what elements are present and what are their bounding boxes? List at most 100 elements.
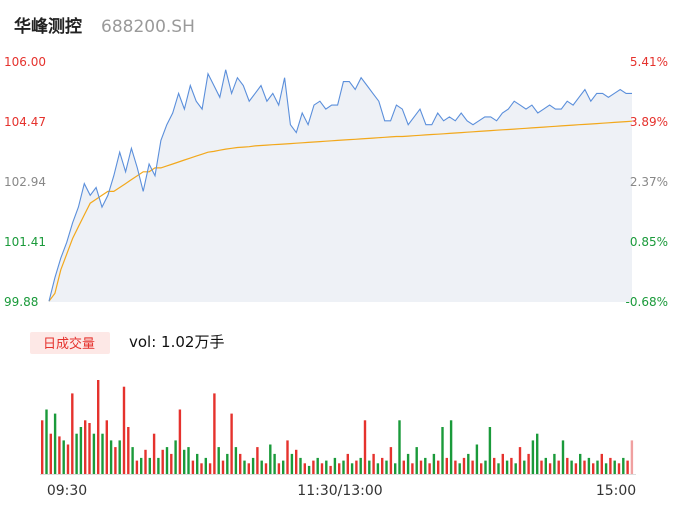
volume-bar — [122, 386, 126, 474]
volume-bar — [432, 453, 436, 474]
volume-bar — [178, 409, 182, 474]
volume-bar — [531, 440, 535, 474]
average-price-line — [48, 120, 633, 302]
volume-bar — [101, 433, 104, 474]
volume-bar — [381, 457, 384, 474]
volume-bar — [493, 457, 496, 474]
volume-bar — [561, 440, 565, 474]
volume-bar — [402, 460, 405, 474]
volume-bar — [415, 447, 418, 474]
volume-bar — [510, 457, 513, 474]
volume-badge — [30, 332, 110, 354]
volume-bar — [269, 444, 272, 474]
volume-value: vol: 1.02万手 — [129, 333, 224, 351]
volume-bar — [579, 453, 582, 474]
volume-bar — [247, 463, 250, 474]
volume-bar — [226, 453, 229, 474]
volume-bar — [217, 447, 220, 474]
volume-bar — [441, 427, 444, 474]
volume-bar — [140, 457, 143, 474]
volume-bar — [144, 449, 147, 474]
volume-bar — [338, 463, 341, 474]
volume-bar — [62, 440, 65, 474]
volume-bar — [208, 463, 212, 474]
volume-bar — [114, 447, 117, 474]
volume-bar — [148, 457, 151, 474]
volume-bar — [449, 420, 453, 474]
volume-bar — [527, 453, 530, 474]
stock-name: 华峰测控 — [14, 16, 82, 37]
volume-bar — [333, 457, 337, 474]
volume-bar — [600, 453, 603, 474]
volume-bar — [307, 465, 311, 474]
volume-bar — [282, 460, 285, 474]
volume-bar — [260, 460, 263, 474]
volume-bar — [523, 460, 526, 474]
volume-bar — [109, 440, 113, 474]
price-axis: 106.00 104.47 102.94 101.41 99.88 — [4, 55, 46, 309]
volume-bar — [501, 453, 504, 474]
volume-bar — [299, 457, 302, 474]
volume-bar — [84, 420, 87, 474]
volume-bar — [325, 460, 328, 474]
volume-bar — [540, 460, 543, 474]
volume-bar — [303, 463, 306, 474]
volume-bar — [41, 420, 44, 474]
volume-bar — [88, 423, 91, 474]
volume-bar — [355, 460, 358, 474]
volume-bar — [58, 436, 61, 474]
volume-bar — [350, 463, 354, 474]
percent-tick-label: 3.89% — [630, 115, 668, 129]
volume-bar — [389, 447, 393, 474]
volume-bar — [557, 460, 560, 474]
price-tick-label: 101.41 — [4, 235, 46, 249]
volume-bar — [187, 447, 190, 474]
percent-tick-label: 2.37% — [630, 175, 668, 189]
price-plot — [48, 62, 633, 302]
volume-bar — [316, 457, 319, 474]
volume-bar — [385, 460, 388, 474]
volume-bar — [518, 447, 522, 474]
volume-bar — [363, 420, 367, 474]
volume-bar — [234, 447, 238, 474]
volume-bar — [368, 460, 371, 474]
percent-tick-label: -0.68% — [626, 295, 668, 309]
volume-bar — [626, 460, 629, 474]
volume-bar — [273, 453, 276, 474]
volume-bar — [622, 457, 625, 474]
volume-bar — [596, 460, 599, 474]
volume-bar — [66, 444, 70, 474]
volume-bar — [592, 463, 595, 474]
volume-bar — [221, 460, 225, 474]
volume-bar — [264, 463, 268, 474]
volume-bar — [505, 460, 509, 474]
volume-bar — [213, 393, 216, 474]
volume-bar — [484, 460, 487, 474]
price-tick-label: 104.47 — [4, 115, 46, 129]
volume-bar — [152, 433, 156, 474]
volume-bar — [497, 463, 500, 474]
volume-bar — [49, 433, 52, 474]
volume-bar — [165, 447, 169, 474]
volume-bar — [277, 463, 281, 474]
percent-tick-label: 0.85% — [630, 235, 668, 249]
volume-bar — [376, 463, 380, 474]
volume-bar — [191, 460, 195, 474]
volume-bar — [170, 453, 173, 474]
volume-bar — [71, 393, 74, 474]
volume-bar — [320, 463, 324, 474]
volume-bar — [514, 463, 517, 474]
volume-bar — [536, 433, 539, 474]
volume-bar — [587, 457, 591, 474]
volume-bar — [566, 457, 569, 474]
volume-bar — [471, 460, 474, 474]
volume-badge-label: 日成交量 — [43, 336, 95, 352]
volume-bar — [359, 457, 362, 474]
volume-bar — [200, 463, 203, 474]
price-tick-label: 106.00 — [4, 55, 46, 69]
volume-bar — [583, 460, 586, 474]
volume-bar — [196, 453, 199, 474]
price-area-fill — [49, 69, 632, 302]
volume-bar — [609, 457, 612, 474]
